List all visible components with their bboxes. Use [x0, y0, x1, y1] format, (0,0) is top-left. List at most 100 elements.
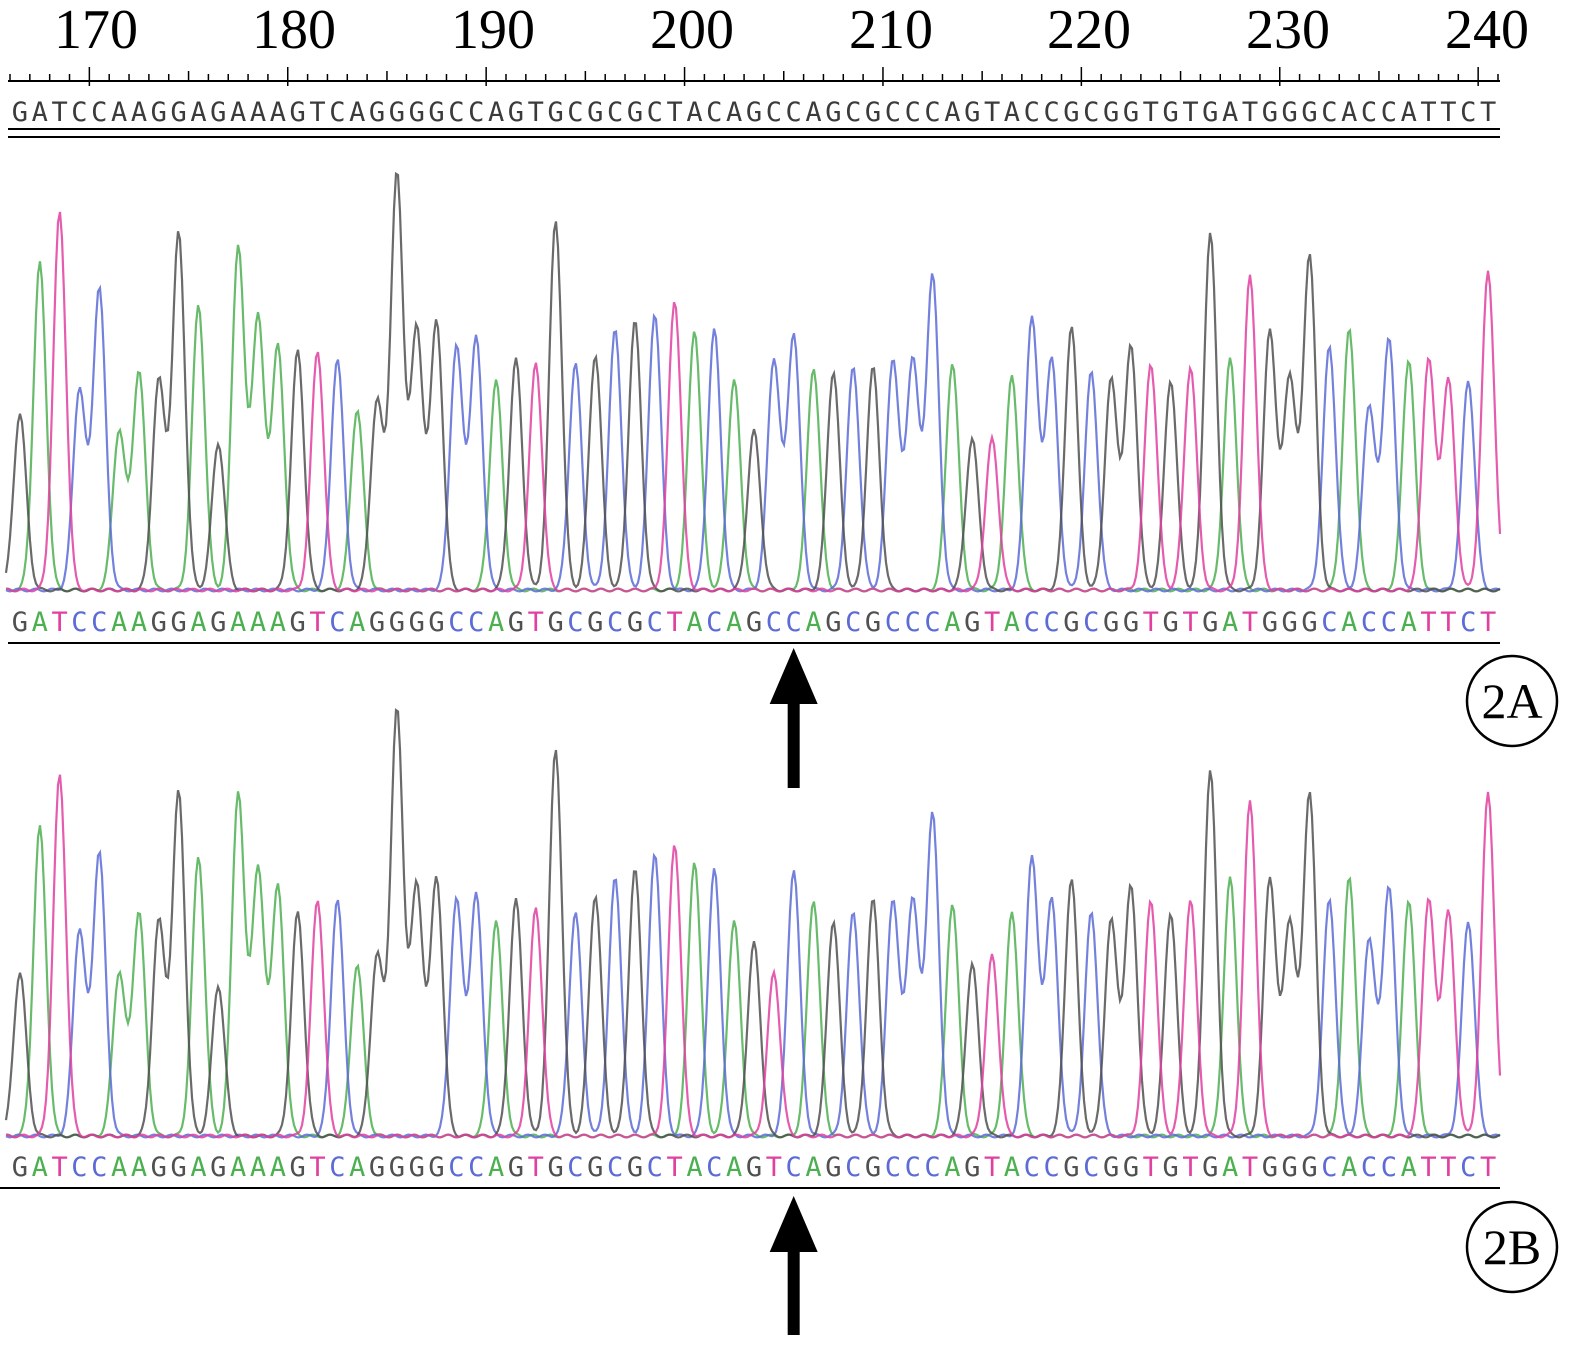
- panel-2b-chromatogram: [4, 708, 1502, 1139]
- base-call: A: [1401, 1152, 1417, 1183]
- base-call: A: [805, 607, 821, 638]
- base-call: A: [726, 1152, 742, 1183]
- base-call: T: [1420, 607, 1436, 638]
- ruler-label-230: 230: [1246, 0, 1330, 61]
- reference-base: T: [1143, 97, 1159, 128]
- reference-base: C: [1381, 97, 1397, 128]
- base-call: T: [309, 1152, 325, 1183]
- base-call: G: [210, 1152, 226, 1183]
- base-call: G: [12, 607, 28, 638]
- base-call: T: [667, 607, 683, 638]
- reference-base: G: [1063, 97, 1079, 128]
- reference-base: G: [210, 97, 226, 128]
- base-call: T: [1143, 607, 1159, 638]
- panel-2a-label-badge: 2A: [1465, 654, 1559, 748]
- base-call: G: [825, 607, 841, 638]
- reference-base: A: [1222, 97, 1238, 128]
- trace-t: [5, 774, 1502, 1139]
- base-call: A: [488, 607, 504, 638]
- base-call: A: [1004, 607, 1020, 638]
- base-call: A: [805, 1152, 821, 1183]
- base-call: C: [786, 1152, 802, 1183]
- reference-base: G: [1123, 97, 1139, 128]
- reference-base: A: [686, 97, 702, 128]
- base-call: G: [428, 607, 444, 638]
- base-call: A: [686, 607, 702, 638]
- reference-base: A: [1401, 97, 1417, 128]
- reference-base: C: [766, 97, 782, 128]
- reference-base: T: [984, 97, 1000, 128]
- reference-base: A: [32, 97, 48, 128]
- reference-base: A: [805, 97, 821, 128]
- base-call: C: [1361, 1152, 1377, 1183]
- base-call: C: [1321, 607, 1337, 638]
- base-call: C: [885, 607, 901, 638]
- base-call: G: [369, 607, 385, 638]
- base-call: T: [1242, 1152, 1258, 1183]
- reference-base: A: [190, 97, 206, 128]
- base-call: G: [290, 1152, 306, 1183]
- reference-base: C: [1460, 97, 1476, 128]
- arrow-head: [769, 1196, 818, 1252]
- base-call: G: [389, 1152, 405, 1183]
- reference-base: G: [865, 97, 881, 128]
- base-call: A: [349, 607, 365, 638]
- base-call: G: [12, 1152, 28, 1183]
- reference-base: C: [1361, 97, 1377, 128]
- base-call: G: [171, 1152, 187, 1183]
- base-call: A: [111, 607, 127, 638]
- base-call: G: [151, 1152, 167, 1183]
- base-call: G: [1063, 607, 1079, 638]
- trace-g: [4, 171, 1501, 593]
- reference-base: G: [547, 97, 563, 128]
- base-call: A: [270, 607, 286, 638]
- base-call: G: [210, 607, 226, 638]
- reference-base: A: [726, 97, 742, 128]
- reference-base: G: [290, 97, 306, 128]
- base-call: G: [171, 607, 187, 638]
- reference-base: A: [250, 97, 266, 128]
- base-call: T: [1420, 1152, 1436, 1183]
- base-call: A: [944, 607, 960, 638]
- base-call: T: [1242, 607, 1258, 638]
- base-call: G: [1123, 1152, 1139, 1183]
- base-call: C: [885, 1152, 901, 1183]
- base-call: A: [1341, 1152, 1357, 1183]
- panel-2b-label-badge: 2B: [1465, 1200, 1559, 1294]
- base-call: G: [964, 1152, 980, 1183]
- reference-base: G: [151, 97, 167, 128]
- base-call: C: [1043, 1152, 1059, 1183]
- base-call: A: [1341, 607, 1357, 638]
- base-call: G: [627, 607, 643, 638]
- base-call: C: [905, 1152, 921, 1183]
- base-call: C: [845, 1152, 861, 1183]
- reference-base: C: [647, 97, 663, 128]
- base-call: G: [1103, 607, 1119, 638]
- base-call: C: [607, 1152, 623, 1183]
- base-call: T: [51, 607, 67, 638]
- base-call: G: [587, 607, 603, 638]
- reference-base: A: [270, 97, 286, 128]
- base-call: T: [309, 607, 325, 638]
- base-call: C: [71, 607, 87, 638]
- base-call: A: [944, 1152, 960, 1183]
- base-call: A: [250, 607, 266, 638]
- base-call: C: [845, 607, 861, 638]
- base-call: G: [151, 607, 167, 638]
- base-call: G: [547, 607, 563, 638]
- base-call: C: [1381, 1152, 1397, 1183]
- base-call: G: [1163, 607, 1179, 638]
- base-call: T: [984, 1152, 1000, 1183]
- base-call: G: [1301, 607, 1317, 638]
- base-call: G: [547, 1152, 563, 1183]
- ruler-label-200: 200: [650, 0, 734, 61]
- trace-a: [6, 791, 1501, 1139]
- base-call: C: [1460, 1152, 1476, 1183]
- base-call: A: [349, 1152, 365, 1183]
- base-call: C: [468, 1152, 484, 1183]
- trace-a: [6, 244, 1501, 593]
- base-call: C: [91, 607, 107, 638]
